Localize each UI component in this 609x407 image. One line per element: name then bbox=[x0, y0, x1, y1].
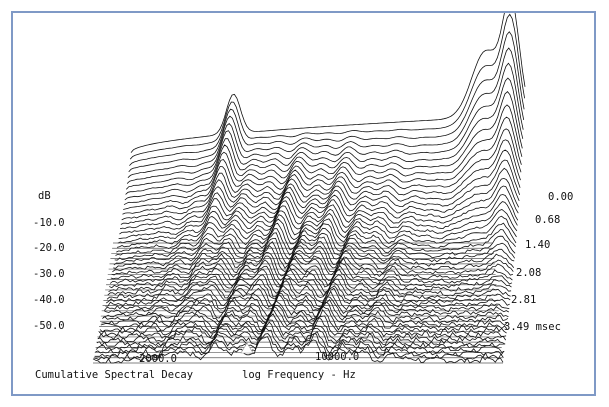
decay-trace bbox=[124, 116, 522, 201]
decay-trace bbox=[109, 255, 513, 289]
decay-trace bbox=[116, 214, 517, 253]
decay-trace bbox=[98, 304, 507, 337]
decay-trace bbox=[118, 194, 519, 239]
decay-trace bbox=[107, 263, 512, 296]
decay-trace bbox=[122, 149, 521, 215]
time-tick-1: 0.00 bbox=[548, 191, 573, 203]
freq-tick-2: 10000.0 bbox=[315, 351, 359, 363]
decay-trace bbox=[127, 62, 524, 178]
triangle-marker-icon bbox=[240, 342, 254, 354]
chart-caption: Cumulative Spectral Decay bbox=[35, 369, 193, 381]
db-tick-4: -40.0 bbox=[33, 294, 65, 306]
decay-trace bbox=[105, 269, 511, 304]
time-tick-3: 1.40 bbox=[525, 239, 550, 251]
decay-trace bbox=[117, 201, 518, 244]
decay-trace bbox=[97, 309, 507, 344]
decay-trace bbox=[112, 237, 515, 273]
decay-trace bbox=[130, 13, 526, 153]
time-tick-4: 2.08 bbox=[516, 267, 541, 279]
decay-trace bbox=[126, 77, 524, 184]
db-tick-3: -30.0 bbox=[33, 268, 65, 280]
time-tick-2: 0.68 bbox=[535, 214, 560, 226]
decay-trace bbox=[111, 241, 515, 276]
decay-trace bbox=[114, 222, 516, 261]
decay-trace bbox=[126, 91, 523, 190]
decay-trace bbox=[105, 275, 511, 307]
decay-trace bbox=[121, 159, 520, 221]
db-axis-label: dB bbox=[38, 190, 51, 202]
decay-trace bbox=[110, 245, 514, 280]
decay-trace bbox=[99, 299, 508, 333]
db-tick-5: -50.0 bbox=[33, 320, 65, 332]
decay-trace bbox=[128, 47, 525, 173]
decay-trace bbox=[108, 258, 513, 293]
decay-trace bbox=[100, 294, 508, 330]
decay-trace bbox=[123, 139, 521, 210]
decay-trace bbox=[129, 13, 525, 160]
decay-traces bbox=[92, 13, 526, 364]
chart-frame: dB -10.0 -20.0 -30.0 -40.0 -50.0 0.00 0.… bbox=[11, 11, 596, 396]
freq-tick-1: 2000.0 bbox=[139, 353, 177, 365]
frequency-axis-label: log Frequency - Hz bbox=[242, 369, 356, 381]
decay-trace bbox=[116, 209, 518, 248]
time-tick-5: 2.81 bbox=[511, 294, 536, 306]
decay-trace bbox=[123, 128, 522, 206]
frequency-axis: 2000.0 10000.0 Cumulative Spectral Decay… bbox=[35, 351, 359, 381]
decay-trace bbox=[129, 31, 525, 166]
time-tick-6: 3.49 msec bbox=[504, 321, 561, 333]
decay-trace bbox=[120, 167, 520, 225]
waterfall-plot: dB -10.0 -20.0 -30.0 -40.0 -50.0 0.00 0.… bbox=[33, 13, 573, 381]
decay-trace bbox=[102, 290, 509, 321]
decay-trace bbox=[119, 185, 519, 235]
decay-trace bbox=[96, 313, 506, 347]
decay-trace bbox=[125, 104, 523, 195]
db-tick-1: -10.0 bbox=[33, 217, 65, 229]
decay-trace bbox=[102, 284, 509, 318]
db-tick-2: -20.0 bbox=[33, 242, 65, 254]
decay-trace bbox=[104, 277, 510, 311]
decay-trace bbox=[120, 177, 520, 230]
time-axis: 0.00 0.68 1.40 2.08 2.81 3.49 msec bbox=[504, 191, 573, 333]
db-axis: dB -10.0 -20.0 -30.0 -40.0 -50.0 bbox=[33, 190, 65, 332]
